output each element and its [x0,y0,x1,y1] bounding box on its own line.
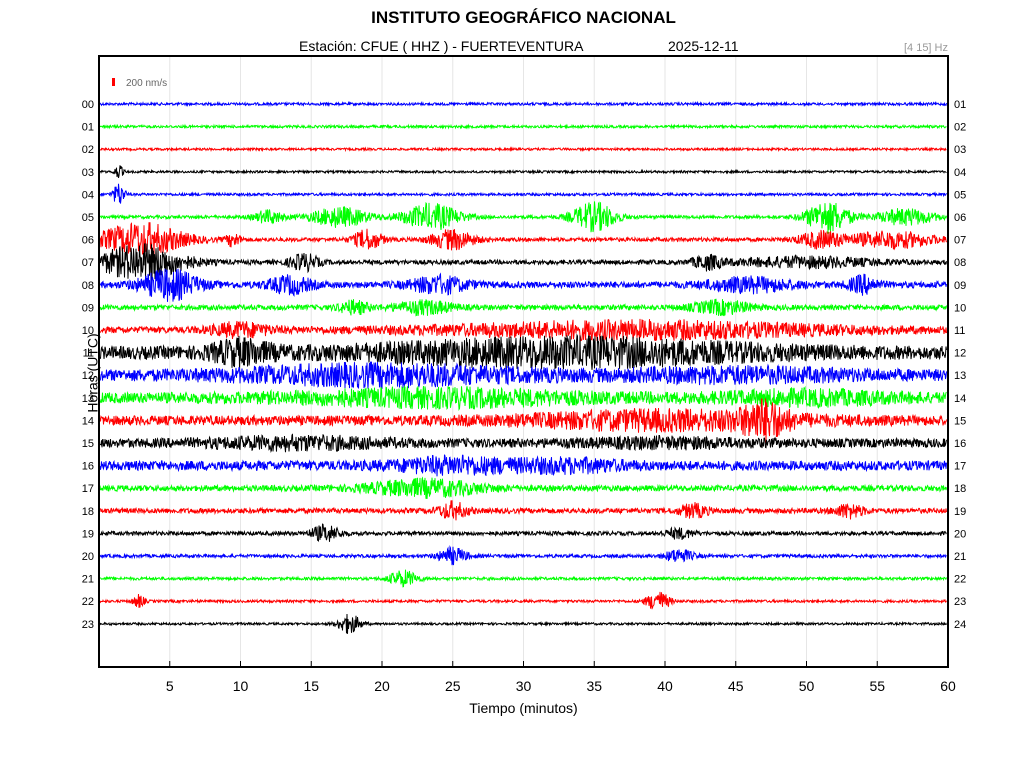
seismic-traces [99,100,947,634]
trace-hour-09 [99,298,947,317]
trace-hour-06 [99,222,947,256]
trace-hour-17 [99,476,947,499]
hour-label-left: 23 [82,619,94,631]
hour-label-right: 24 [954,619,966,631]
trace-hour-10 [99,318,947,342]
trace-hour-02 [99,146,947,153]
hour-label-right: 05 [954,189,966,201]
trace-hour-00 [99,100,947,108]
station-label: Estación: CFUE ( HHZ ) - FUERTEVENTURA [299,38,584,54]
hour-label-right: 18 [954,483,966,495]
date-label: 2025-12-11 [668,38,739,54]
x-tick-label: 60 [940,678,956,694]
x-tick-label: 35 [586,678,602,694]
hour-label-right: 22 [954,574,966,586]
hour-label-right: 21 [954,551,966,563]
hour-label-right: 23 [954,596,966,608]
hour-label-right: 16 [954,438,966,450]
x-tick-label: 15 [303,678,319,694]
x-tick-label: 50 [799,678,815,694]
hour-label-left: 02 [82,144,94,156]
x-tick-label: 45 [728,678,744,694]
trace-hour-08 [99,268,947,302]
hour-label-right: 12 [954,348,966,360]
hour-label-left: 18 [82,506,94,518]
hour-label-left: 16 [82,461,94,473]
trace-hour-19 [99,523,947,543]
trace-hour-05 [99,201,947,234]
trace-hour-11 [99,333,947,370]
grid-lines [169,56,878,667]
trace-hour-01 [99,123,947,130]
hour-label-right: 03 [954,144,966,156]
x-tick-label: 40 [657,678,673,694]
chart-title: INSTITUTO GEOGRÁFICO NACIONAL [371,8,676,27]
x-tick-label: 25 [445,678,461,694]
trace-hour-15 [99,433,947,454]
hour-label-left: 17 [82,483,94,495]
hour-labels: 00 01 02 03 04 05 06 07 08 09 10 11 12 13 14 15 16 17 18 19… [82,99,967,631]
trace-hour-16 [99,454,947,477]
hour-label-left: 00 [82,99,94,111]
hour-label-right: 07 [954,235,966,247]
hour-label-right: 11 [954,325,965,337]
trace-hour-20 [99,545,947,566]
hour-label-left: 04 [82,189,94,201]
hour-label-left: 22 [82,596,94,608]
hour-label-right: 01 [954,99,966,111]
y-axis-label: Horas (UTC) [84,333,101,413]
hour-label-left: 21 [82,574,94,586]
hour-label-right: 14 [954,393,966,405]
hour-label-left: 12 [82,370,94,382]
hour-label-right: 10 [954,302,966,314]
hour-label-right: 06 [954,212,966,224]
hour-label-left: 05 [82,212,94,224]
x-tick-label: 20 [374,678,390,694]
x-tick-label: 30 [516,678,532,694]
hour-label-left: 15 [82,438,94,450]
hour-label-right: 02 [954,122,966,134]
scale-bar-marker [112,78,115,86]
hour-label-left: 01 [82,122,94,134]
hour-label-left: 09 [82,302,94,314]
hour-label-left: 14 [82,415,94,427]
hour-label-right: 13 [954,370,966,382]
hour-label-left: 07 [82,257,94,269]
scale-bar: 200 nm/s [112,78,167,89]
hour-label-left: 20 [82,551,94,563]
hour-label-left: 11 [83,348,94,360]
trace-hour-14 [99,397,947,443]
hour-label-right: 19 [954,506,966,518]
hour-label-right: 09 [954,280,966,292]
trace-hour-18 [99,500,947,521]
x-tick-label: 5 [166,678,174,694]
hour-label-left: 03 [82,167,94,179]
hour-label-left: 19 [82,528,94,540]
trace-hour-04 [99,183,947,204]
x-axis-label: Tiempo (minutos) [469,700,578,716]
hour-label-left: 10 [82,325,94,337]
hour-label-right: 17 [954,461,966,473]
hour-label-left: 13 [82,393,94,405]
hour-label-right: 20 [954,528,966,540]
hour-label-right: 04 [954,167,966,179]
x-axis-ticks: 5 10 15 20 25 30 35 40 45 50 55 60 [166,661,956,694]
x-tick-label: 55 [869,678,885,694]
trace-hour-03 [99,165,947,179]
trace-hour-12 [99,361,947,389]
trace-hour-22 [99,591,947,610]
x-tick-label: 10 [233,678,249,694]
trace-hour-21 [99,569,947,588]
hour-label-left: 06 [82,235,94,247]
scale-bar-label: 200 nm/s [126,78,167,89]
trace-hour-07 [99,243,947,281]
hour-label-left: 08 [82,280,94,292]
hour-label-right: 08 [954,257,966,269]
frequency-band-label: [4 15] Hz [903,42,948,54]
trace-hour-13 [99,385,947,411]
hour-label-right: 15 [954,415,966,427]
trace-hour-23 [99,613,947,634]
